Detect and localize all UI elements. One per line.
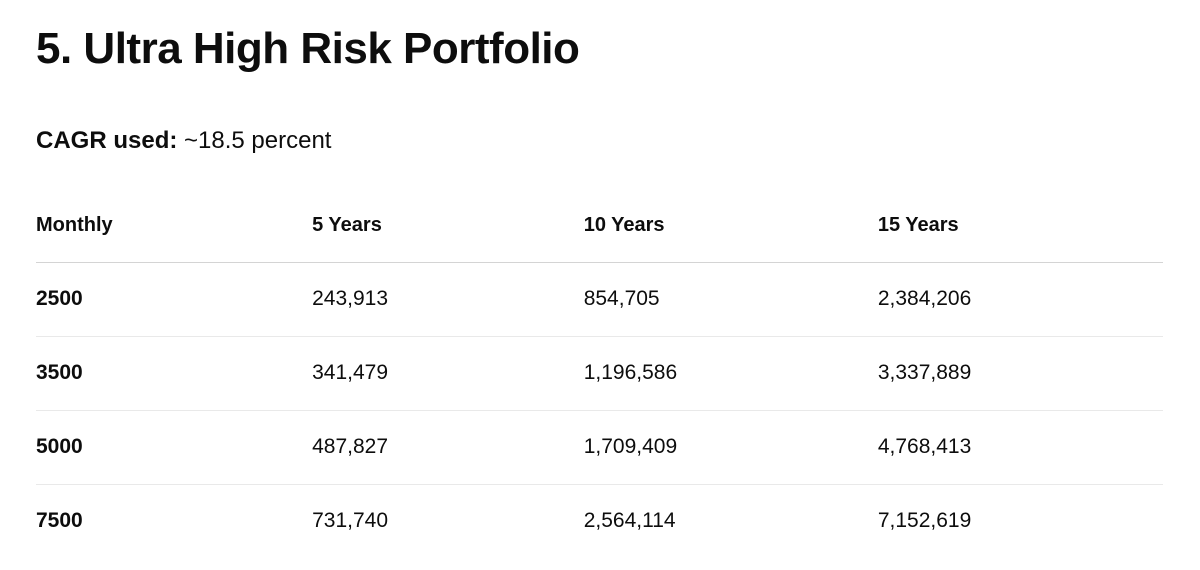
- cagr-line: CAGR used: ~18.5 percent: [36, 125, 1163, 157]
- portfolio-projection-table: Monthly 5 Years 10 Years 15 Years 2500 2…: [36, 211, 1163, 558]
- row-label: 5000: [36, 410, 313, 485]
- cell-value: 3,337,889: [877, 336, 1163, 411]
- cell-value: 854,705: [583, 262, 878, 337]
- cell-value: 243,913: [312, 262, 584, 337]
- table-header-row: Monthly 5 Years 10 Years 15 Years: [36, 211, 1163, 263]
- table-row: 7500 731,740 2,564,114 7,152,619: [36, 485, 1163, 559]
- col-header-5-years: 5 Years: [312, 211, 584, 263]
- cell-value: 2,384,206: [877, 262, 1163, 337]
- cagr-value: ~18.5 percent: [184, 127, 332, 154]
- table-row: 3500 341,479 1,196,586 3,337,889: [36, 336, 1163, 411]
- row-label: 2500: [36, 262, 313, 337]
- cell-value: 2,564,114: [583, 509, 676, 532]
- row-label: 3500: [36, 336, 313, 411]
- col-header-10-years: 10 Years: [583, 211, 878, 263]
- table-row: 5000 487,827 1,709,409 4,768,413: [36, 410, 1163, 485]
- cell-value: 487,827: [312, 410, 584, 485]
- col-header-15-years: 15 Years: [877, 211, 1163, 263]
- table-row: 2500 243,913 854,705 2,384,206: [36, 262, 1163, 337]
- cagr-label: CAGR used:: [36, 127, 178, 154]
- cell-value: 731,740: [312, 509, 389, 532]
- cell-value: 1,196,586: [583, 336, 878, 411]
- cell-value: 7,152,619: [877, 509, 972, 532]
- section-title: 5. Ultra High Risk Portfolio: [36, 24, 580, 73]
- cell-value: 1,709,409: [583, 410, 878, 485]
- cell-value: 341,479: [312, 336, 584, 411]
- row-label: 7500: [36, 509, 83, 532]
- cell-value: 4,768,413: [877, 410, 1163, 485]
- col-header-monthly: Monthly: [36, 211, 313, 263]
